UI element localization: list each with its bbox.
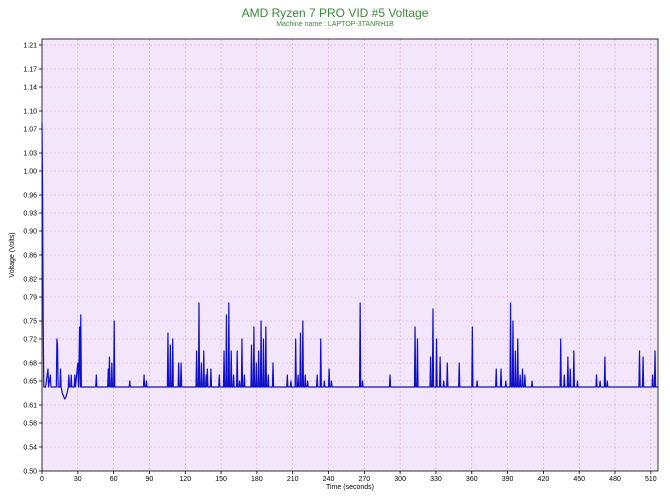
x-tick-label: 0 [40, 476, 44, 483]
y-tick-label: 0.68 [23, 361, 37, 368]
y-tick-label: 0.90 [23, 229, 37, 236]
x-tick-label: 420 [538, 476, 550, 483]
y-tick-label: 1.21 [23, 43, 37, 50]
y-axis-label: Voltage (Volts) [9, 232, 16, 277]
x-tick-label: 450 [573, 476, 585, 483]
chart-title: AMD Ryzen 7 PRO VID #5 Voltage [241, 6, 429, 20]
y-tick-label: 1.00 [23, 169, 37, 176]
x-tick-label: 330 [430, 476, 442, 483]
chart-subtitle: Machine name : LAPTOP-3TANRH1B [276, 21, 394, 28]
y-tick-label: 1.14 [23, 85, 37, 92]
y-tick-label: 0.72 [23, 337, 37, 344]
y-tick-label: 1.03 [23, 151, 37, 158]
y-tick-label: 0.82 [23, 277, 37, 284]
plot-border [41, 38, 659, 472]
series-line [41, 122, 658, 400]
x-tick-label: 300 [394, 476, 406, 483]
y-tick-label: 0.61 [23, 403, 37, 410]
y-tick-label: 0.75 [23, 319, 37, 326]
y-tick-label: 1.17 [23, 67, 37, 74]
x-tick-label: 210 [287, 476, 299, 483]
y-tick-label: 0.86 [23, 253, 37, 260]
x-tick-label: 150 [215, 476, 227, 483]
x-tick-label: 390 [502, 476, 514, 483]
y-tick-label: 0.54 [23, 445, 37, 452]
y-tick-label: 0.93 [23, 211, 37, 218]
x-tick-label: 240 [323, 476, 335, 483]
x-tick-label: 180 [251, 476, 263, 483]
y-tick-label: 0.58 [23, 421, 37, 428]
x-tick-label: 90 [146, 476, 154, 483]
x-tick-label: 270 [358, 476, 370, 483]
y-tick-label: 1.10 [23, 109, 37, 116]
y-tick-label: 0.96 [23, 193, 37, 200]
x-tick-label: 60 [110, 476, 118, 483]
axes [39, 38, 659, 474]
y-tick-label: 0.50 [23, 469, 37, 476]
x-tick-label: 30 [74, 476, 82, 483]
x-tick-label: 120 [179, 476, 191, 483]
y-tick-label: 0.65 [23, 379, 37, 386]
y-tick-label: 0.79 [23, 295, 37, 302]
x-tick-label: 360 [466, 476, 478, 483]
x-axis-label: Time (seconds) [326, 484, 374, 491]
x-tick-label: 510 [645, 476, 657, 483]
tick-labels: 0 30 60 90 120 150 180 210 240 270 300 330 360 390 420… [23, 43, 656, 484]
y-tick-label: 1.07 [23, 127, 37, 134]
x-tick-label: 480 [609, 476, 621, 483]
